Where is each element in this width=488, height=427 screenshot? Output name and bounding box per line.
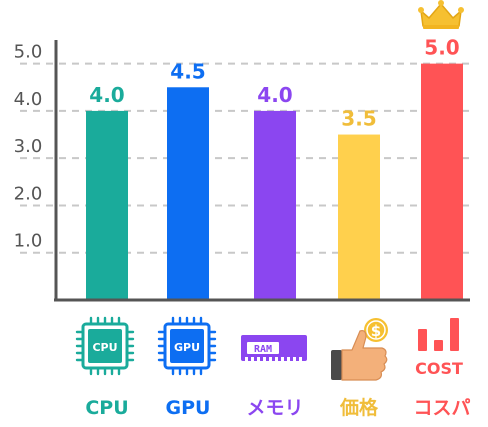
y-tick-label: 3.0 — [14, 136, 43, 157]
bar — [338, 134, 380, 300]
data-label: 3.5 — [341, 107, 376, 131]
gpu-chip-icon: GPU — [157, 316, 217, 376]
svg-text:GPU: GPU — [174, 341, 200, 354]
svg-text:RAM: RAM — [254, 344, 272, 355]
bars — [86, 63, 463, 300]
y-tick-label: 4.0 — [14, 89, 43, 110]
category-label: CPU — [85, 397, 128, 419]
crown-icon — [418, 0, 464, 29]
data-label: 4.0 — [89, 83, 124, 107]
category-label: メモリ — [246, 397, 303, 419]
category-label: コスパ — [413, 397, 470, 419]
bar — [167, 87, 209, 300]
svg-text:COST: COST — [415, 359, 463, 378]
bar — [86, 110, 128, 300]
category-label: 価格 — [339, 396, 379, 419]
cpu-chip-icon: CPU — [75, 316, 135, 376]
svg-text:$: $ — [371, 322, 381, 340]
y-tick-label: 2.0 — [14, 183, 43, 204]
cost-performance-icon: COST — [415, 318, 463, 378]
data-label: 5.0 — [424, 36, 459, 60]
svg-text:CPU: CPU — [92, 341, 117, 354]
data-label: 4.0 — [257, 83, 292, 107]
bar — [421, 63, 463, 300]
category-label: GPU — [166, 397, 211, 419]
bar — [254, 110, 296, 300]
y-tick-label: 1.0 — [14, 231, 43, 252]
data-label: 4.5 — [170, 59, 205, 83]
thumbs-up-coin-icon: $ — [331, 318, 388, 381]
y-tick-label: 5.0 — [14, 42, 43, 63]
data-labels: 4.0 4.5 4.0 3.5 5.0 — [89, 36, 459, 131]
ram-module-icon: RAM — [241, 335, 307, 361]
y-axis-ticks: 1.0 2.0 3.0 4.0 5.0 — [14, 42, 43, 252]
category-labels: CPU GPU メモリ 価格 コスパ — [85, 396, 470, 419]
grid-lines — [20, 62, 470, 254]
